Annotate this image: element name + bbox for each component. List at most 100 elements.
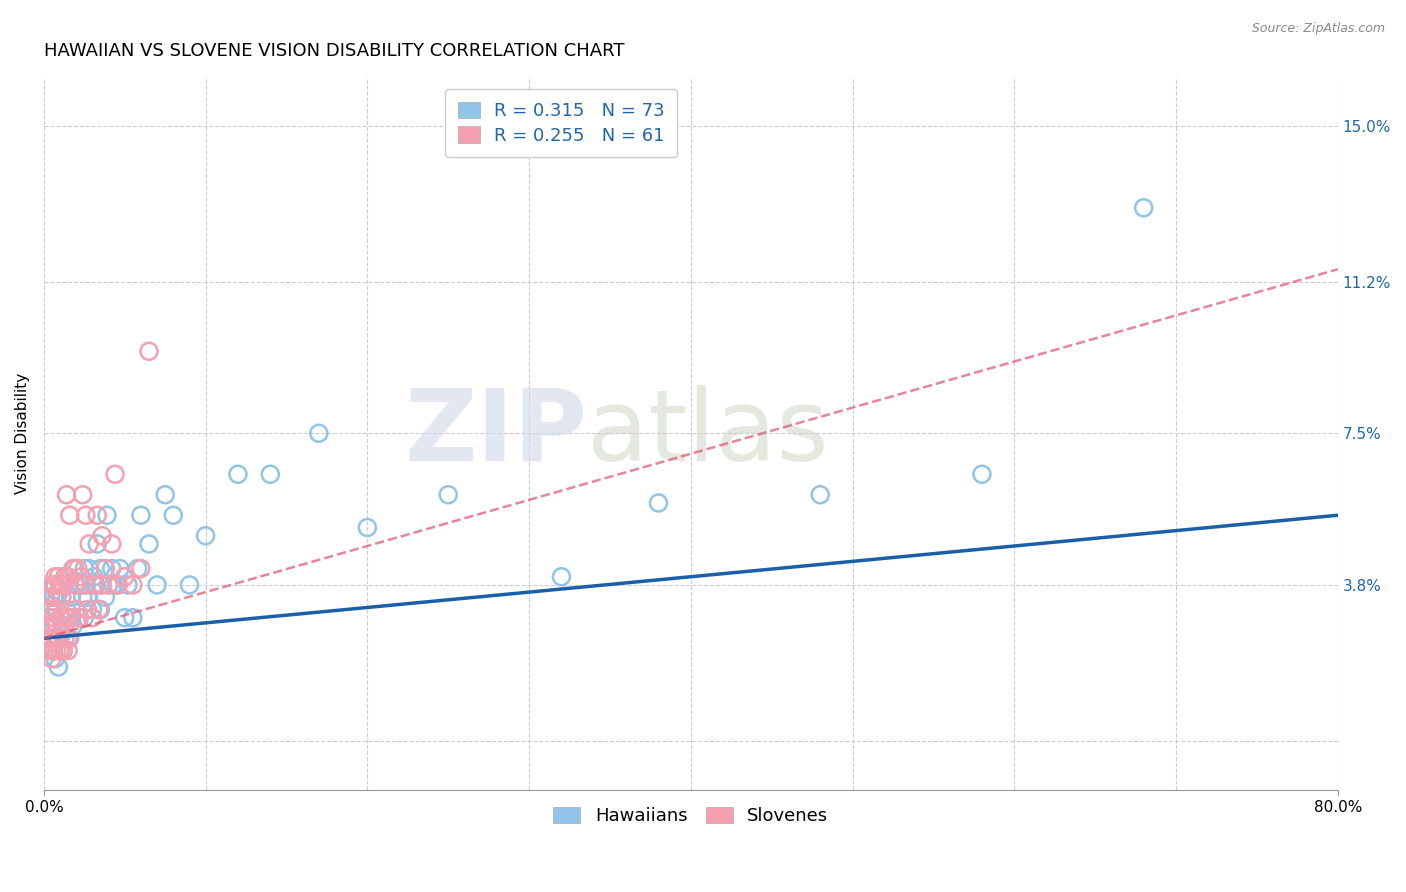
Point <box>437 488 460 502</box>
Point <box>75 508 97 523</box>
Point <box>129 561 152 575</box>
Point <box>53 570 76 584</box>
Point <box>38 602 60 616</box>
Point <box>101 537 124 551</box>
Point <box>77 561 100 575</box>
Point <box>83 578 105 592</box>
Point <box>49 578 72 592</box>
Point <box>60 611 83 625</box>
Point <box>44 602 66 616</box>
Point <box>94 561 117 575</box>
Point <box>76 591 98 605</box>
Point <box>45 591 67 605</box>
Point <box>59 508 82 523</box>
Point <box>45 619 67 633</box>
Point <box>194 529 217 543</box>
Point <box>53 570 76 584</box>
Point <box>129 508 152 523</box>
Point <box>42 619 65 633</box>
Point <box>101 561 124 575</box>
Point <box>37 619 59 633</box>
Point <box>70 578 93 592</box>
Point <box>138 344 160 359</box>
Point <box>89 561 111 575</box>
Point <box>62 619 84 633</box>
Point <box>49 611 72 625</box>
Point <box>51 591 73 605</box>
Point <box>39 591 62 605</box>
Point <box>75 578 97 592</box>
Point <box>65 602 87 616</box>
Point <box>42 591 65 605</box>
Point <box>84 578 107 592</box>
Point <box>52 643 75 657</box>
Point <box>65 602 87 616</box>
Point <box>72 488 94 502</box>
Point <box>114 611 136 625</box>
Point <box>56 632 79 646</box>
Point <box>121 578 143 592</box>
Point <box>45 602 67 616</box>
Point <box>73 578 96 592</box>
Point <box>77 537 100 551</box>
Point <box>91 578 114 592</box>
Point <box>38 632 60 646</box>
Point <box>127 561 149 575</box>
Point <box>55 488 77 502</box>
Point <box>89 602 111 616</box>
Point <box>76 602 98 616</box>
Point <box>49 611 72 625</box>
Point <box>41 578 63 592</box>
Point <box>53 619 76 633</box>
Point <box>52 578 75 592</box>
Point <box>56 570 79 584</box>
Point <box>70 570 93 584</box>
Point <box>103 578 125 592</box>
Point <box>44 632 66 646</box>
Point <box>49 643 72 657</box>
Text: ZIP: ZIP <box>405 384 588 482</box>
Point <box>41 599 63 613</box>
Point <box>49 643 72 657</box>
Point <box>82 602 104 616</box>
Point <box>121 611 143 625</box>
Point <box>51 619 73 633</box>
Point <box>73 611 96 625</box>
Point <box>42 611 65 625</box>
Text: HAWAIIAN VS SLOVENE VISION DISABILITY CORRELATION CHART: HAWAIIAN VS SLOVENE VISION DISABILITY CO… <box>44 42 624 60</box>
Point <box>82 611 104 625</box>
Point <box>62 561 84 575</box>
Point <box>970 467 993 482</box>
Point <box>53 632 76 646</box>
Text: atlas: atlas <box>588 384 830 482</box>
Point <box>48 660 70 674</box>
Point <box>72 591 94 605</box>
Point <box>179 578 201 592</box>
Point <box>45 632 67 646</box>
Point <box>94 591 117 605</box>
Point <box>63 561 86 575</box>
Point <box>48 586 70 600</box>
Point <box>259 467 281 482</box>
Point <box>52 643 75 657</box>
Point <box>226 467 249 482</box>
Point <box>60 591 83 605</box>
Point <box>97 578 120 592</box>
Point <box>91 529 114 543</box>
Point <box>42 643 65 657</box>
Point <box>44 651 66 665</box>
Point <box>86 508 108 523</box>
Point <box>39 632 62 646</box>
Point <box>51 591 73 605</box>
Point <box>69 611 91 625</box>
Point <box>808 488 831 502</box>
Point <box>153 488 176 502</box>
Point <box>86 537 108 551</box>
Y-axis label: Vision Disability: Vision Disability <box>15 373 30 494</box>
Point <box>104 467 127 482</box>
Point <box>108 561 131 575</box>
Point <box>308 426 330 441</box>
Point <box>59 632 82 646</box>
Point <box>114 570 136 584</box>
Point <box>41 619 63 633</box>
